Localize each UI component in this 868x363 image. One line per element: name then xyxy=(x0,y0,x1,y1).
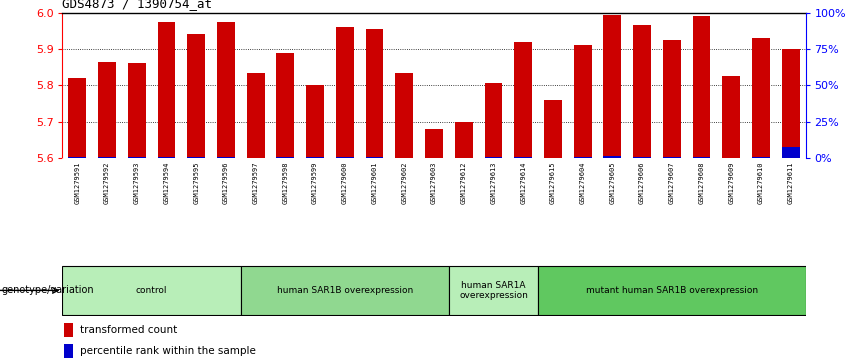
Text: GSM1279600: GSM1279600 xyxy=(342,161,348,204)
Bar xyxy=(277,157,294,158)
Bar xyxy=(98,157,116,158)
Text: transformed count: transformed count xyxy=(80,325,177,335)
Text: GSM1279608: GSM1279608 xyxy=(699,161,705,204)
Text: GSM1279593: GSM1279593 xyxy=(134,161,140,204)
Bar xyxy=(603,156,621,158)
Bar xyxy=(217,157,235,158)
Bar xyxy=(574,157,591,158)
Text: mutant human SAR1B overexpression: mutant human SAR1B overexpression xyxy=(586,286,758,295)
Bar xyxy=(693,156,710,158)
Bar xyxy=(752,38,770,158)
Text: GSM1279594: GSM1279594 xyxy=(163,161,169,204)
Text: GSM1279614: GSM1279614 xyxy=(520,161,526,204)
Bar xyxy=(128,63,146,158)
Bar xyxy=(395,73,413,158)
Bar xyxy=(449,266,538,315)
Text: GSM1279610: GSM1279610 xyxy=(758,161,764,204)
Bar xyxy=(544,100,562,158)
Text: GDS4873 / 1390754_at: GDS4873 / 1390754_at xyxy=(62,0,213,10)
Bar xyxy=(514,42,532,158)
Bar xyxy=(98,62,116,158)
Bar xyxy=(782,49,799,158)
Bar xyxy=(64,323,73,337)
Text: GSM1279611: GSM1279611 xyxy=(787,161,793,204)
Text: GSM1279597: GSM1279597 xyxy=(253,161,259,204)
Bar xyxy=(306,85,324,158)
Bar xyxy=(603,15,621,158)
Bar xyxy=(365,29,384,158)
Text: GSM1279595: GSM1279595 xyxy=(194,161,200,204)
Text: GSM1279591: GSM1279591 xyxy=(75,161,81,204)
Text: GSM1279602: GSM1279602 xyxy=(401,161,407,204)
Bar xyxy=(158,22,175,158)
Bar xyxy=(574,45,591,158)
Text: GSM1279615: GSM1279615 xyxy=(550,161,556,204)
Text: GSM1279609: GSM1279609 xyxy=(728,161,734,204)
Bar xyxy=(64,344,73,358)
Bar xyxy=(240,266,449,315)
Text: human SAR1A
overexpression: human SAR1A overexpression xyxy=(459,281,528,300)
Bar xyxy=(633,25,651,158)
Bar xyxy=(633,157,651,158)
Text: genotype/variation: genotype/variation xyxy=(2,285,95,295)
Bar xyxy=(484,83,503,158)
Text: GSM1279592: GSM1279592 xyxy=(104,161,110,204)
Text: GSM1279606: GSM1279606 xyxy=(639,161,645,204)
Text: GSM1279601: GSM1279601 xyxy=(372,161,378,204)
Bar xyxy=(455,122,473,158)
Bar xyxy=(247,73,265,158)
Text: control: control xyxy=(136,286,168,295)
Bar xyxy=(538,266,806,315)
Text: GSM1279596: GSM1279596 xyxy=(223,161,229,204)
Text: GSM1279599: GSM1279599 xyxy=(312,161,318,204)
Bar xyxy=(158,157,175,158)
Bar xyxy=(336,27,354,158)
Bar xyxy=(782,147,799,158)
Text: GSM1279598: GSM1279598 xyxy=(282,161,288,204)
Text: GSM1279605: GSM1279605 xyxy=(609,161,615,204)
Bar xyxy=(62,266,240,315)
Bar xyxy=(187,34,205,158)
Bar xyxy=(69,78,86,158)
Bar xyxy=(425,129,443,158)
Text: GSM1279612: GSM1279612 xyxy=(461,161,467,204)
Text: GSM1279613: GSM1279613 xyxy=(490,161,496,204)
Bar xyxy=(663,157,681,158)
Text: GSM1279603: GSM1279603 xyxy=(431,161,437,204)
Text: GSM1279607: GSM1279607 xyxy=(668,161,674,204)
Bar xyxy=(663,40,681,158)
Bar xyxy=(336,157,354,158)
Bar xyxy=(277,53,294,158)
Text: human SAR1B overexpression: human SAR1B overexpression xyxy=(277,286,413,295)
Bar xyxy=(752,157,770,158)
Bar xyxy=(217,22,235,158)
Bar xyxy=(693,16,710,158)
Bar xyxy=(365,157,384,158)
Text: percentile rank within the sample: percentile rank within the sample xyxy=(80,346,256,356)
Bar xyxy=(722,76,740,158)
Bar xyxy=(187,157,205,158)
Text: GSM1279604: GSM1279604 xyxy=(580,161,586,204)
Bar xyxy=(514,157,532,158)
